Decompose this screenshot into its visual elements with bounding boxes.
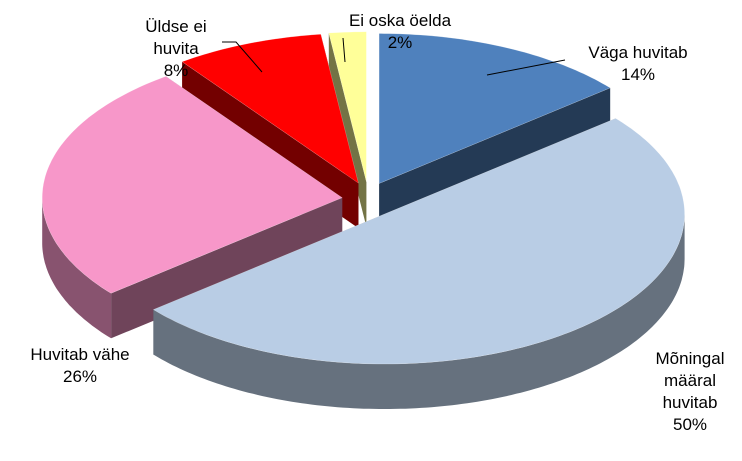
slice-top xyxy=(378,33,611,184)
value-label: 26% xyxy=(62,367,98,386)
slices xyxy=(41,31,685,409)
data-label: Üldse ei huvita 8% xyxy=(136,16,216,82)
leader-line xyxy=(486,59,566,76)
slice-top xyxy=(181,34,359,184)
data-label: Mõningal määral huvitab 50% xyxy=(645,348,735,436)
leader-line xyxy=(342,37,346,63)
value-label: 8% xyxy=(163,61,189,80)
category-label: Ei oska öelda xyxy=(348,11,452,30)
data-label: Ei oska öelda 2% xyxy=(330,10,470,54)
category-label: Üldse ei huvita xyxy=(145,17,207,58)
slice-side xyxy=(153,214,685,409)
leader-line xyxy=(222,41,263,73)
slice-side xyxy=(42,197,112,339)
data-label: Väga huvitab 14% xyxy=(568,42,708,86)
slice-top xyxy=(152,118,685,365)
value-label: 50% xyxy=(672,415,708,434)
category-label: Väga huvitab xyxy=(588,43,688,62)
category-label: Mõningal määral huvitab xyxy=(655,349,725,412)
slice-wall xyxy=(111,197,343,339)
slice-top xyxy=(328,31,367,182)
leader-lines xyxy=(222,37,566,76)
slice xyxy=(152,118,685,409)
data-label: Huvitab vähe 26% xyxy=(0,344,160,388)
value-label: 14% xyxy=(620,65,656,84)
slice xyxy=(41,76,343,339)
category-label: Huvitab vähe xyxy=(30,345,130,364)
value-label: 2% xyxy=(387,33,413,52)
slice-top xyxy=(41,76,343,294)
